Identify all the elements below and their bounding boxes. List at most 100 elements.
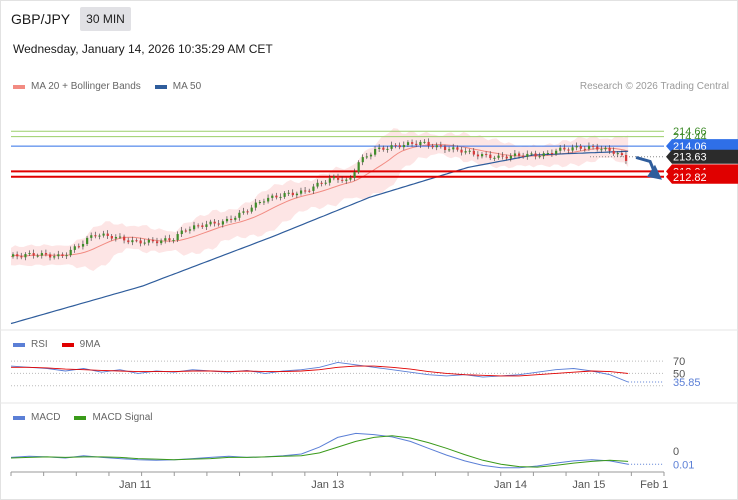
candle-body bbox=[509, 155, 512, 159]
credit-text: Research © 2026 Trading Central bbox=[579, 81, 729, 92]
ma50-swatch bbox=[154, 84, 167, 89]
candle-body bbox=[230, 218, 233, 220]
candle-body bbox=[40, 253, 43, 256]
candle-body bbox=[102, 233, 105, 236]
candle-body bbox=[225, 218, 229, 222]
macd-signal-legend-label: MACD Signal bbox=[92, 412, 153, 423]
forecast-arrowhead bbox=[647, 164, 662, 180]
candle-body bbox=[341, 179, 344, 181]
candle-body bbox=[139, 240, 142, 244]
candle-body bbox=[485, 154, 488, 156]
candle-body bbox=[308, 190, 311, 192]
candle-body bbox=[357, 162, 360, 173]
candle-body bbox=[193, 225, 196, 230]
candle-body bbox=[423, 141, 426, 143]
pivot-level-tag bbox=[666, 139, 738, 154]
bollinger-band bbox=[11, 128, 629, 271]
candle-body bbox=[304, 190, 307, 192]
candle-body bbox=[316, 182, 319, 187]
candle-body bbox=[468, 150, 471, 152]
candle-body bbox=[411, 142, 414, 144]
current-price-level-tag bbox=[666, 149, 738, 164]
candle-body bbox=[616, 153, 619, 155]
macd-zero-label: 0 bbox=[673, 446, 679, 458]
candle-body bbox=[542, 153, 545, 157]
symbol-title: GBP/JPY bbox=[11, 11, 71, 27]
candle-body bbox=[452, 147, 455, 150]
candle-body bbox=[201, 225, 204, 227]
macd-legend-label: MACD bbox=[31, 412, 61, 423]
candle-body bbox=[476, 154, 480, 157]
rsi-ma-line bbox=[11, 365, 629, 377]
candle-body bbox=[353, 172, 356, 178]
candle-body bbox=[20, 256, 23, 258]
candle-body bbox=[472, 150, 475, 155]
candle-body bbox=[563, 147, 566, 150]
timeframe-button[interactable]: 30 MIN bbox=[80, 7, 131, 31]
candle-body bbox=[16, 254, 19, 257]
candle-body bbox=[394, 145, 397, 147]
candle-body bbox=[398, 145, 401, 148]
rsi-legend: RSI 9MA bbox=[13, 339, 114, 350]
candle-body bbox=[328, 178, 331, 183]
candle-body bbox=[406, 142, 410, 146]
candle-body bbox=[86, 237, 89, 244]
candle-body bbox=[505, 156, 508, 159]
price-legend: MA 20 + Bollinger Bands MA 50 bbox=[13, 81, 215, 92]
candle-body bbox=[361, 157, 364, 163]
candle-body bbox=[279, 196, 282, 198]
candle-body bbox=[77, 246, 81, 248]
rsi-ma-swatch bbox=[61, 342, 74, 347]
x-tick-label: Jan 13 bbox=[311, 479, 344, 491]
macd-line bbox=[10, 432, 629, 469]
candle-body bbox=[213, 221, 216, 224]
candle-body bbox=[188, 229, 192, 231]
candle-body bbox=[312, 186, 315, 191]
candle-body bbox=[612, 150, 615, 154]
candle-body bbox=[57, 254, 60, 257]
candle-body bbox=[81, 243, 85, 247]
candle-body bbox=[24, 254, 27, 258]
candle-body bbox=[164, 238, 167, 241]
candle-body bbox=[336, 176, 340, 180]
candle-body bbox=[608, 147, 611, 151]
rsi-swatch bbox=[13, 342, 25, 347]
candle-body bbox=[110, 235, 113, 239]
candle-body bbox=[349, 177, 352, 180]
candle-body bbox=[448, 149, 451, 151]
candle-body bbox=[49, 254, 52, 258]
candle-body bbox=[587, 145, 591, 149]
macd-signal-swatch bbox=[74, 415, 87, 420]
candle-body bbox=[501, 155, 504, 157]
candle-body bbox=[209, 221, 212, 225]
macd-last-value: 0.01 bbox=[673, 459, 694, 471]
candle-body bbox=[180, 230, 183, 235]
candle-body bbox=[480, 154, 484, 157]
candle-body bbox=[291, 192, 294, 196]
candle-body bbox=[250, 207, 253, 212]
candle-body bbox=[205, 224, 208, 227]
candle-body bbox=[464, 151, 467, 153]
candle-body bbox=[271, 195, 274, 198]
candle-body bbox=[131, 240, 134, 243]
candle-body bbox=[217, 223, 220, 225]
candle-body bbox=[624, 155, 628, 161]
rsi-last-value: 35.85 bbox=[673, 377, 701, 389]
support-level-tag bbox=[666, 169, 738, 184]
candle-body bbox=[402, 145, 406, 148]
candle-body bbox=[36, 255, 39, 257]
candle-body bbox=[283, 193, 286, 197]
macd-swatch bbox=[13, 415, 25, 420]
candle-body bbox=[168, 238, 171, 241]
candle-body bbox=[295, 193, 299, 196]
macd-signal-line bbox=[10, 435, 629, 468]
candle-body bbox=[135, 240, 138, 242]
candle-body bbox=[61, 254, 64, 257]
candle-body bbox=[522, 155, 525, 157]
rsi-ma-legend-label: 9MA bbox=[79, 339, 101, 350]
candle-body bbox=[147, 239, 150, 243]
candle-body bbox=[238, 212, 241, 218]
candle-body bbox=[246, 211, 249, 213]
candle-body bbox=[123, 236, 126, 241]
